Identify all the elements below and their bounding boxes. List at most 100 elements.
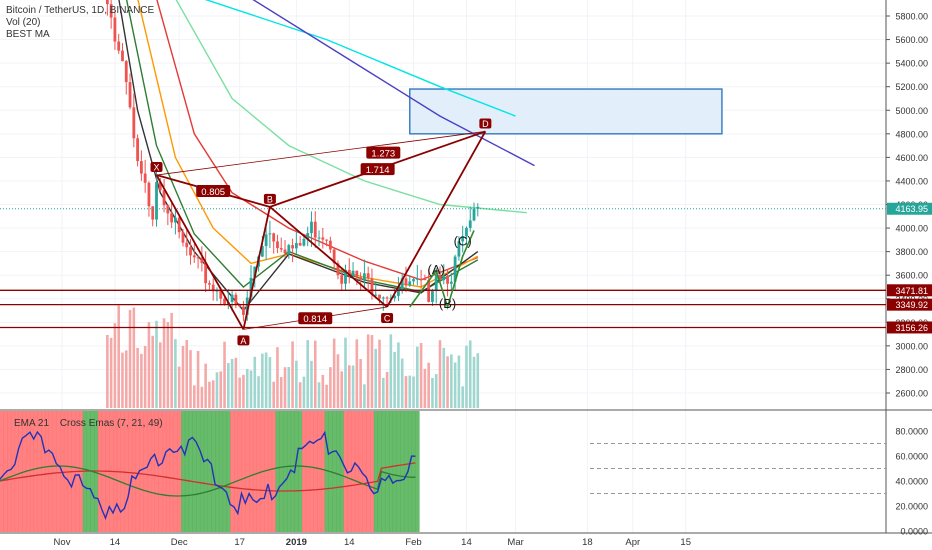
chart-legend: Bitcoin / TetherUS, 1D, BINANCE Vol (20)… <box>6 5 154 41</box>
osc-zone <box>400 411 405 532</box>
volume-bar <box>465 345 468 408</box>
volume-bar <box>219 371 223 408</box>
ratio-label: 0.805 <box>201 187 225 198</box>
osc-zone <box>302 411 307 532</box>
osc-zone <box>169 411 174 532</box>
ratio-label: 1.714 <box>366 165 390 176</box>
volume-bar <box>419 343 423 408</box>
candle <box>139 150 143 181</box>
volume-bar <box>412 376 415 408</box>
osc-zone <box>44 411 50 532</box>
candle <box>170 203 174 229</box>
candle <box>109 0 113 29</box>
ma-line-3 <box>175 0 527 214</box>
candle <box>166 204 170 226</box>
candle <box>294 229 298 255</box>
point-label: C <box>384 313 391 323</box>
candle <box>317 230 321 247</box>
candle <box>419 269 423 289</box>
volume-bar <box>404 376 408 408</box>
candle <box>434 268 438 304</box>
candle <box>438 266 442 283</box>
candle <box>272 232 276 254</box>
volume-bar <box>359 359 362 408</box>
volume-bar <box>291 341 294 408</box>
candle <box>208 280 211 291</box>
osc-zone <box>165 411 171 532</box>
osc-zone <box>404 411 409 532</box>
volume-bar <box>272 381 275 408</box>
level-badge-label: 3156.26 <box>895 323 928 333</box>
osc-zone <box>332 411 337 532</box>
volume-bar <box>193 385 196 408</box>
candle <box>332 247 336 271</box>
osc-zone <box>268 411 273 532</box>
candle <box>113 10 117 50</box>
candle <box>121 43 124 62</box>
candle <box>181 228 185 247</box>
osc-zone <box>343 411 348 532</box>
candle <box>476 203 480 217</box>
osc-zone <box>381 411 386 532</box>
symbol-title[interactable]: Bitcoin / TetherUS, 1D, BINANCE <box>6 5 155 16</box>
volume-bar <box>166 322 170 408</box>
volume-bar <box>132 307 136 408</box>
ema-label[interactable]: EMA 21 <box>14 418 50 429</box>
ma-label[interactable]: BEST MA <box>6 29 50 40</box>
volume-bar <box>468 340 472 408</box>
candle <box>310 211 313 248</box>
osc-zone <box>286 411 292 532</box>
volume-bar <box>325 384 328 408</box>
volume-bar <box>287 367 291 408</box>
ratio-label: 1.273 <box>371 149 395 160</box>
time-tick-label: Dec <box>171 537 188 548</box>
osc-zone <box>264 411 269 532</box>
osc-zone <box>173 411 178 532</box>
candle <box>325 239 328 247</box>
point-b-badge <box>263 193 276 204</box>
price-tick-label: 3000.00 <box>895 341 928 351</box>
osc-zone <box>411 411 416 532</box>
volume-bar <box>351 365 355 408</box>
candle <box>366 266 370 291</box>
osc-zone <box>192 411 197 532</box>
osc-tick-label: 20.0000 <box>895 502 928 512</box>
volume-bar <box>170 312 173 408</box>
osc-zone <box>218 411 224 532</box>
candle <box>431 288 434 307</box>
volume-bar <box>128 309 132 408</box>
price-tick-label: 5400.00 <box>895 59 928 69</box>
harmonic-pattern: X A B C D 0.805 0.814 1.714 1.273 (A) (B) (C) <box>150 118 492 346</box>
volume-bar <box>245 368 249 408</box>
cross-label[interactable]: Cross Emas (7, 21, 49) <box>59 418 163 429</box>
time-tick-label: Nov <box>54 537 71 548</box>
candle <box>143 159 147 193</box>
candle <box>378 294 381 304</box>
ratio-label: 0.814 <box>303 314 327 325</box>
osc-tick-label: 40.0000 <box>895 477 928 487</box>
candle <box>442 264 446 285</box>
osc-zone <box>279 411 284 532</box>
volume-bar <box>336 354 340 408</box>
leg-cd <box>386 131 487 308</box>
candle <box>211 278 215 301</box>
volume-bar <box>124 350 128 408</box>
ratio-badge <box>366 146 401 159</box>
price-tick-label: 5600.00 <box>895 35 928 45</box>
volume-bar <box>340 371 344 408</box>
volume-bar <box>234 357 238 408</box>
leg-xa <box>155 174 245 330</box>
osc-zone <box>184 411 190 532</box>
osc-zone <box>237 411 242 532</box>
osc-zone <box>339 411 345 532</box>
osc-zone <box>188 411 193 532</box>
volume-bar <box>382 377 385 408</box>
vol-label[interactable]: Vol (20) <box>6 17 41 28</box>
volume-bar <box>151 335 155 408</box>
volume-bar <box>298 382 302 408</box>
leg-xd <box>156 131 486 176</box>
osc-zone <box>249 411 254 532</box>
osc-zone <box>241 411 246 532</box>
candle <box>128 73 132 110</box>
